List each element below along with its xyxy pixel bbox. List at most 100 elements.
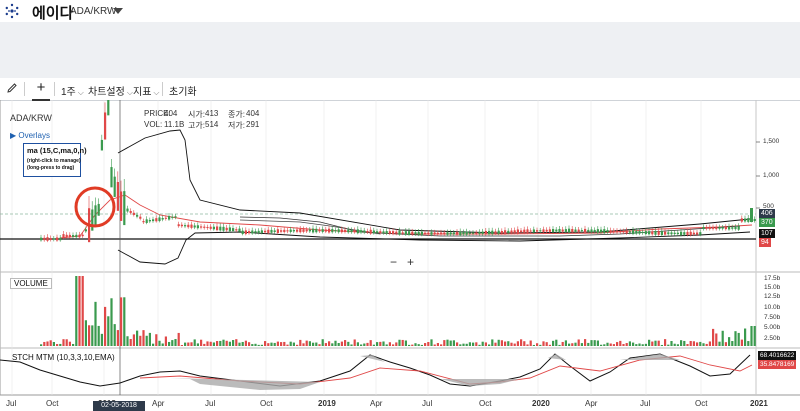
candle: [43, 237, 46, 241]
candle: [433, 232, 436, 235]
reset-button[interactable]: 초기화: [169, 87, 197, 98]
volume-bar: [270, 342, 273, 346]
volume-bar: [206, 341, 209, 346]
zoom-in-button[interactable]: +: [407, 255, 415, 269]
volume-bar: [641, 344, 644, 346]
volume-bar: [500, 340, 503, 346]
volume-bar: [689, 340, 692, 346]
candle: [481, 231, 484, 234]
volume-bar: [484, 342, 487, 346]
volume-bar: [324, 343, 327, 346]
volume-bar: [705, 343, 708, 346]
volume-bar: [283, 341, 286, 346]
candle: [657, 231, 660, 235]
volume-bar: [296, 344, 299, 346]
candle: [654, 231, 657, 235]
volume-bar: [292, 342, 295, 346]
volume-bar: [587, 342, 590, 346]
volume-bar: [513, 343, 516, 346]
candle: [209, 226, 212, 229]
candle: [244, 230, 247, 235]
candle: [139, 216, 142, 219]
candle: [606, 230, 609, 233]
candle: [337, 229, 340, 233]
volume-bar: [737, 332, 740, 346]
x-axis-label: Jul: [205, 399, 216, 408]
chevron-down-icon[interactable]: [113, 8, 123, 14]
candle: [100, 139, 103, 151]
add-crosshair-button[interactable]: +: [32, 78, 50, 101]
candle: [264, 230, 267, 233]
ma-overlay-box[interactable]: ma (15,C,ma,0,n) (right-click to manage)…: [23, 143, 87, 177]
volume-bar: [286, 344, 289, 346]
candle: [340, 229, 343, 233]
candle: [577, 229, 580, 232]
volume-bar: [97, 325, 100, 346]
volume-bar: [593, 340, 596, 346]
candle: [40, 237, 43, 241]
volume-bar: [712, 328, 715, 346]
volume-bar: [657, 340, 660, 346]
overlays-toggle[interactable]: ▶ Overlays: [10, 131, 50, 140]
candle: [372, 230, 375, 234]
zoom-out-button[interactable]: −: [390, 255, 398, 269]
indicators-menu[interactable]: 지표 ⌵: [133, 87, 160, 98]
x-axis-label: 2020: [532, 399, 550, 408]
volume-bar: [734, 331, 737, 346]
volume-bar: [257, 344, 260, 346]
x-axis-label: Jul: [422, 399, 433, 408]
candle: [302, 229, 305, 232]
candle: [446, 232, 449, 235]
volume-bar: [81, 276, 84, 346]
volume-bar: [494, 342, 497, 346]
volume-bar: [516, 341, 519, 346]
candle: [292, 230, 295, 232]
candle: [436, 232, 439, 235]
candle: [398, 230, 401, 235]
volume-tick: 12.5b: [764, 293, 781, 300]
candle: [360, 230, 363, 233]
volume-bar: [340, 341, 343, 346]
volume-bar: [577, 339, 580, 346]
volume-bar: [683, 340, 686, 346]
volume-bar: [571, 343, 574, 346]
volume-bar: [40, 344, 43, 346]
volume-bar: [609, 343, 612, 346]
header-band: [0, 22, 800, 78]
candle: [702, 226, 705, 230]
volume-bar: [100, 333, 103, 346]
candle: [552, 229, 555, 233]
candle: [462, 232, 465, 235]
volume-bar: [232, 340, 235, 346]
interval-select[interactable]: 1주 ⌵: [61, 87, 84, 98]
volume-bar: [129, 338, 132, 346]
candle: [414, 232, 417, 235]
volume-bar: [164, 336, 167, 346]
price-chart[interactable]: [0, 100, 800, 411]
volume-bar: [212, 342, 215, 346]
volume-bar: [740, 339, 743, 346]
candle: [344, 229, 347, 232]
candle: [529, 230, 532, 232]
volume-bar: [289, 341, 292, 346]
candle: [625, 230, 628, 234]
volume-bar: [158, 340, 161, 346]
volume-bar: [385, 344, 388, 346]
candle: [443, 232, 446, 235]
candle: [500, 230, 503, 234]
candle: [401, 232, 404, 234]
candle: [136, 214, 139, 217]
candle: [324, 229, 327, 232]
candle: [65, 234, 68, 238]
volume-bar: [136, 330, 139, 346]
volume-bar: [561, 341, 564, 346]
volume-bar: [382, 341, 385, 346]
pencil-icon[interactable]: [6, 82, 18, 94]
volume-bar: [414, 343, 417, 346]
x-axis-label: Oct: [46, 399, 59, 408]
price-tag: 107: [759, 229, 775, 238]
chart-settings-menu[interactable]: 차트설정 ⌵: [88, 87, 133, 98]
volume-bar: [529, 340, 532, 346]
candle: [184, 225, 187, 227]
volume-bar: [353, 339, 356, 346]
